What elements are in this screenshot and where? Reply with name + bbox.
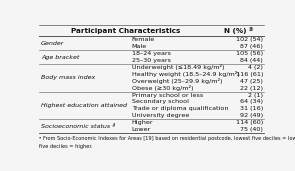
Text: 87 (46): 87 (46) [240, 44, 263, 49]
Text: 102 (54): 102 (54) [236, 37, 263, 42]
Text: Age bracket: Age bracket [41, 55, 79, 60]
Text: Female: Female [132, 37, 155, 42]
Text: 47 (25): 47 (25) [240, 79, 263, 84]
Text: Primary school or less: Primary school or less [132, 93, 203, 98]
Text: ª From Socio-Economic Indexes for Areas [19] based on residential postcode, lowe: ª From Socio-Economic Indexes for Areas … [39, 136, 295, 141]
Text: Healthy weight (18.5–24.9 kg/m²): Healthy weight (18.5–24.9 kg/m²) [132, 71, 240, 77]
Text: University degree: University degree [132, 113, 189, 118]
Text: 22 (12): 22 (12) [240, 86, 263, 91]
Text: 2 (1): 2 (1) [248, 93, 263, 98]
Text: 114 (60): 114 (60) [236, 120, 263, 125]
Text: 116 (61): 116 (61) [236, 72, 263, 77]
Text: Obese (≥30 kg/m²): Obese (≥30 kg/m²) [132, 85, 193, 91]
Text: 92 (49): 92 (49) [240, 113, 263, 118]
Text: Lower: Lower [132, 127, 151, 132]
Text: 105 (56): 105 (56) [236, 51, 263, 56]
Text: Gender: Gender [41, 41, 64, 46]
Text: Socioeconomic status ª: Socioeconomic status ª [41, 124, 115, 129]
Text: 64 (34): 64 (34) [240, 100, 263, 104]
Text: 75 (40): 75 (40) [240, 127, 263, 132]
Text: 25–30 years: 25–30 years [132, 58, 171, 63]
Text: Participant Characteristics: Participant Characteristics [71, 28, 180, 34]
Text: 31 (16): 31 (16) [240, 106, 263, 111]
Text: Highest education attained: Highest education attained [41, 103, 127, 108]
Text: Male: Male [132, 44, 147, 49]
Text: N (%) ª: N (%) ª [224, 27, 253, 34]
Text: Underweight (≤18.49 kg/m²): Underweight (≤18.49 kg/m²) [132, 64, 224, 70]
Text: Body mass index: Body mass index [41, 75, 95, 80]
Text: Higher: Higher [132, 120, 153, 125]
Text: Secondary school: Secondary school [132, 100, 189, 104]
Text: 18–24 years: 18–24 years [132, 51, 171, 56]
Text: five deciles = higher.: five deciles = higher. [39, 144, 93, 149]
Text: Overweight (25–29.9 kg/m²): Overweight (25–29.9 kg/m²) [132, 78, 222, 84]
Text: 84 (44): 84 (44) [240, 58, 263, 63]
Text: Trade or diploma qualification: Trade or diploma qualification [132, 106, 228, 111]
Text: 4 (2): 4 (2) [248, 65, 263, 70]
